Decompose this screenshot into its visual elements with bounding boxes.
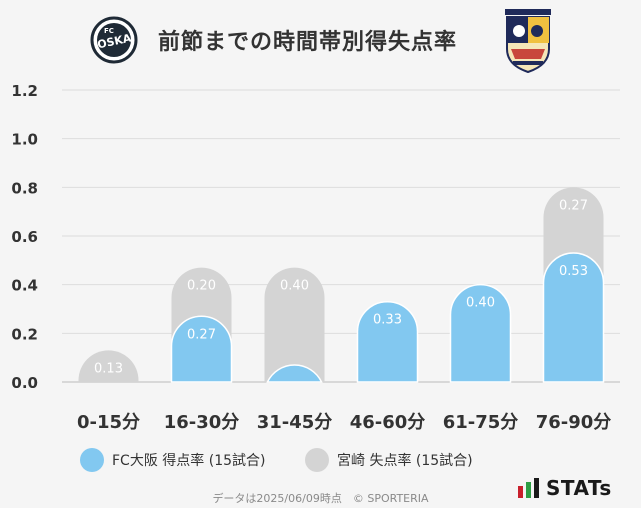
value-label-team2-1: 0.20 <box>187 279 216 294</box>
value-label-team1-1: 0.27 <box>187 327 216 342</box>
bar-team1-2 <box>266 364 323 383</box>
bar-team1-4 <box>449 284 512 383</box>
y-tick-label: 0.0 <box>11 374 38 392</box>
bar-chart: 0.0 0.2 0.4 0.6 0.8 1.0 1.2 0.13 0-15分 0.27 0.20 16… <box>11 82 620 433</box>
value-label-team2-2: 0.40 <box>280 279 309 294</box>
value-label-team1-4: 0.40 <box>466 296 495 311</box>
x-tick-label: 46-60分 <box>350 412 426 433</box>
legend-item-team2: 宮崎 失点率 (15試合) <box>305 448 473 472</box>
y-tick-label: 0.6 <box>11 228 38 246</box>
svg-text:FC: FC <box>104 27 114 35</box>
data-date-note: データは2025/06/09時点 © SPORTERIA <box>212 492 429 505</box>
x-tick-label: 0-15分 <box>77 412 140 433</box>
y-tick-label: 0.2 <box>11 325 38 343</box>
value-label-team1-3: 0.33 <box>373 313 402 328</box>
x-tick-label: 61-75分 <box>443 412 519 433</box>
bar-team1-5 <box>542 252 605 383</box>
x-tick-label: 31-45分 <box>257 412 333 433</box>
chart-title: 前節までの時間帯別得失点率 <box>158 30 458 55</box>
chart-header: OSKA FC 前節までの時間帯別得失点率 <box>0 0 641 78</box>
bar-team2-0 <box>78 350 139 382</box>
bar-team1-1 <box>170 315 233 383</box>
y-tick-label: 0.4 <box>11 277 38 295</box>
y-tick-label: 0.8 <box>11 179 38 197</box>
legend-swatch-team2 <box>305 448 329 472</box>
legend-label-team2: 宮崎 失点率 (15試合) <box>337 453 473 469</box>
x-tick-label: 76-90分 <box>536 412 612 433</box>
y-tick-label: 1.2 <box>11 82 38 100</box>
value-label-team1-5: 0.53 <box>559 264 588 279</box>
chart-legend: FC大阪 得点率 (15試合) 宮崎 失点率 (15試合) <box>0 448 641 474</box>
stats-brand: STATs <box>518 476 612 500</box>
bar-team2-2 <box>264 267 325 382</box>
stats-brand-text: STATs <box>546 476 612 500</box>
stats-bars-icon <box>518 478 539 498</box>
value-label-team2-5: 0.27 <box>559 198 588 213</box>
legend-label-team1: FC大阪 得点率 (15試合) <box>112 453 266 469</box>
value-label-team2-0: 0.13 <box>94 361 123 376</box>
y-tick-label: 1.0 <box>11 131 38 149</box>
legend-item-team1: FC大阪 得点率 (15試合) <box>80 448 265 472</box>
tegevajaro-miyazaki-logo-icon <box>505 9 551 73</box>
bar-team1-3 <box>356 301 419 383</box>
fc-osaka-logo-icon: OSKA FC <box>90 16 138 64</box>
x-tick-label: 16-30分 <box>164 412 240 433</box>
legend-swatch-team1 <box>80 448 104 472</box>
